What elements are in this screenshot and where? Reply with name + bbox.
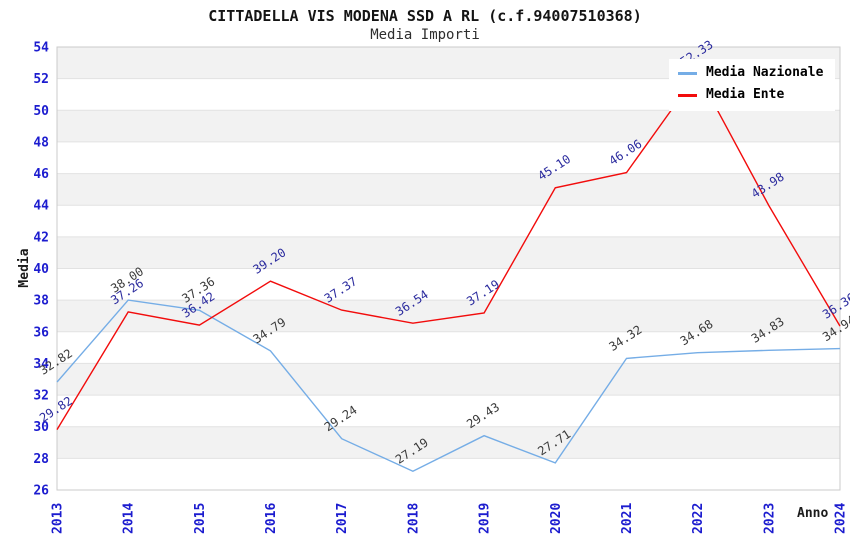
y-tick-label: 26 <box>33 484 49 499</box>
band <box>57 205 840 237</box>
y-tick-label: 34 <box>33 357 49 372</box>
y-tick-label: 32 <box>33 389 49 404</box>
x-tick-label: 2016 <box>264 503 279 534</box>
x-tick-label: 2019 <box>478 503 493 534</box>
band <box>57 395 840 427</box>
x-tick-label: 2021 <box>620 503 635 534</box>
y-tick-label: 30 <box>33 420 49 435</box>
x-tick-label: 2017 <box>335 503 350 534</box>
band <box>57 300 840 332</box>
band <box>57 458 840 490</box>
legend-item-media-ente: Media Ente <box>678 88 823 102</box>
chart-subtitle: Media Importi <box>370 27 480 43</box>
y-tick-label: 40 <box>33 262 49 277</box>
x-axis-title: Anno <box>797 506 829 521</box>
x-tick-label: 2018 <box>406 503 421 534</box>
y-tick-label: 46 <box>33 167 49 182</box>
legend-item-media-nazionale: Media Nazionale <box>678 66 823 80</box>
x-tick-label: 2022 <box>691 503 706 534</box>
legend-swatch-nazionale-icon <box>678 71 697 75</box>
x-tick-label: 2014 <box>122 503 137 534</box>
band <box>57 363 840 395</box>
x-tick-label: 2024 <box>834 503 849 534</box>
y-tick-label: 52 <box>33 72 49 87</box>
y-tick-label: 28 <box>33 452 49 467</box>
band <box>57 110 840 142</box>
x-tick-label: 2023 <box>762 503 777 534</box>
y-axis-title: Media <box>17 248 32 288</box>
x-tick-label: 2020 <box>549 503 564 534</box>
plot-border <box>56 46 841 491</box>
y-tick-label: 36 <box>33 325 49 340</box>
y-tick-label: 50 <box>33 104 49 119</box>
y-tick-label: 54 <box>33 41 49 56</box>
band <box>57 173 840 206</box>
band <box>57 141 840 174</box>
y-tick-label: 42 <box>33 230 49 245</box>
y-tick-label: 38 <box>33 294 49 309</box>
legend-label-nazionale: Media Nazionale <box>706 65 824 80</box>
y-tick-label: 48 <box>33 135 49 150</box>
band <box>57 268 840 301</box>
y-tick-label: 44 <box>33 199 49 214</box>
band <box>57 331 840 364</box>
x-tick-label: 2015 <box>193 503 208 534</box>
legend-swatch-ente-icon <box>678 93 697 97</box>
chart-title: CITTADELLA VIS MODENA SSD A RL (c.f.9400… <box>208 7 642 25</box>
series-line-media-nazionale <box>56 299 841 472</box>
band <box>57 236 840 269</box>
legend-label-ente: Media Ente <box>706 87 785 102</box>
x-tick-label: 2013 <box>51 503 66 534</box>
legend: Media Nazionale Media Ente <box>669 59 836 111</box>
